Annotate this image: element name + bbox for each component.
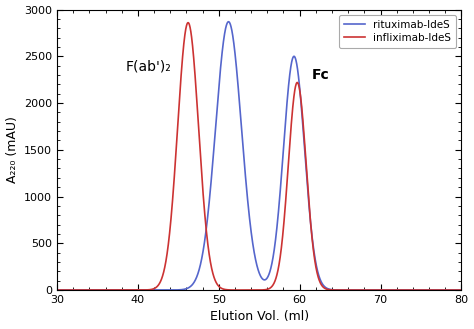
- infliximab-IdeS: [209, 266, 215, 270]
- rituximab-IdeS: [387, 288, 392, 292]
- Text: Fc: Fc: [312, 68, 329, 82]
- rituximab-IdeS: [128, 288, 133, 292]
- rituximab-IdeS: [226, 20, 231, 24]
- infliximab-IdeS: [356, 288, 362, 292]
- infliximab-IdeS: [458, 288, 464, 292]
- Line: infliximab-IdeS: infliximab-IdeS: [57, 23, 461, 290]
- rituximab-IdeS: [458, 288, 464, 292]
- Legend: rituximab-IdeS, infliximab-IdeS: rituximab-IdeS, infliximab-IdeS: [338, 15, 456, 48]
- infliximab-IdeS: [387, 288, 392, 292]
- infliximab-IdeS: [54, 288, 60, 292]
- infliximab-IdeS: [297, 88, 302, 92]
- rituximab-IdeS: [209, 174, 214, 178]
- rituximab-IdeS: [317, 277, 323, 281]
- infliximab-IdeS: [185, 21, 191, 25]
- Text: F(ab')₂: F(ab')₂: [126, 59, 172, 73]
- X-axis label: Elution Vol. (ml): Elution Vol. (ml): [210, 311, 309, 323]
- infliximab-IdeS: [128, 288, 133, 292]
- Y-axis label: A₂₂₀ (mAU): A₂₂₀ (mAU): [6, 116, 18, 183]
- rituximab-IdeS: [54, 288, 60, 292]
- rituximab-IdeS: [297, 86, 302, 89]
- infliximab-IdeS: [317, 280, 323, 284]
- Line: rituximab-IdeS: rituximab-IdeS: [57, 22, 461, 290]
- rituximab-IdeS: [356, 288, 362, 292]
